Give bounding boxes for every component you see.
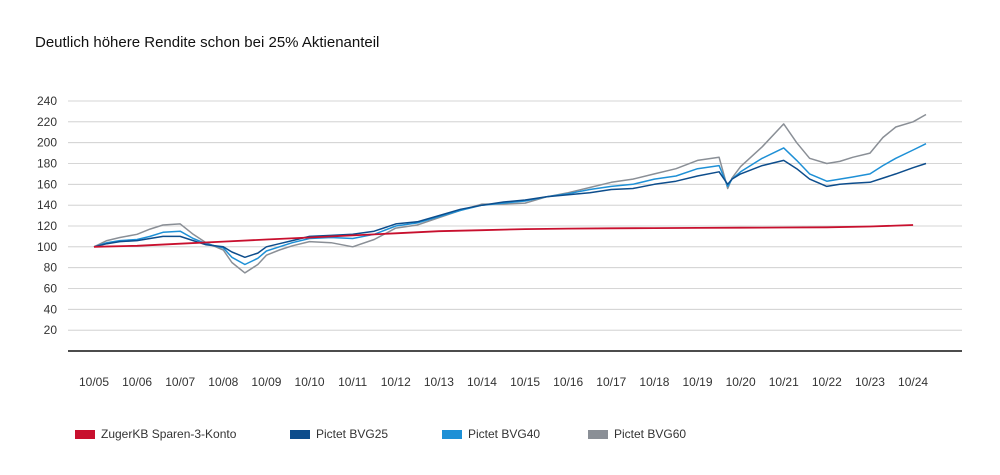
x-tick-label: 10/20 xyxy=(726,375,756,389)
x-tick-label: 10/17 xyxy=(596,375,626,389)
legend-item: Pictet BVG60 xyxy=(588,427,728,441)
y-tick-label: 20 xyxy=(44,323,58,337)
x-tick-label: 10/18 xyxy=(639,375,669,389)
x-tick-label: 10/14 xyxy=(467,375,497,389)
y-axis-ticks: 20 40 60 80 100 120 140 160 180 200 220 240 xyxy=(37,94,57,337)
legend-swatch xyxy=(290,429,310,439)
legend-swatch xyxy=(75,429,95,439)
x-tick-label: 10/09 xyxy=(251,375,281,389)
series-line xyxy=(93,159,927,259)
x-tick-label: 10/22 xyxy=(812,375,842,389)
series-line xyxy=(93,113,927,274)
x-tick-label: 10/19 xyxy=(683,375,713,389)
legend-label: Pictet BVG40 xyxy=(468,427,541,441)
legend-label: Pictet BVG25 xyxy=(316,427,389,441)
y-tick-label: 160 xyxy=(37,177,57,191)
legend-item: ZugerKB Sparen-3-Konto xyxy=(75,427,290,441)
x-tick-label: 10/11 xyxy=(338,375,367,389)
y-tick-label: 240 xyxy=(37,94,57,108)
y-tick-label: 120 xyxy=(37,219,57,233)
x-tick-label: 10/21 xyxy=(769,375,799,389)
x-axis-ticks: 10/05 10/06 10/07 10/08 10/09 10/10 10/11 10/12… xyxy=(79,375,928,389)
y-tick-label: 200 xyxy=(37,136,57,150)
x-tick-label: 10/12 xyxy=(381,375,411,389)
y-tick-label: 180 xyxy=(37,157,57,171)
chart-title: Deutlich höhere Rendite schon bei 25% Ak… xyxy=(35,34,380,51)
x-tick-label: 10/05 xyxy=(79,375,109,389)
y-tick-label: 40 xyxy=(44,302,58,316)
x-tick-label: 10/23 xyxy=(855,375,885,389)
legend-label: ZugerKB Sparen-3-Konto xyxy=(101,427,237,441)
legend: ZugerKB Sparen-3-Konto Pictet BVG25 Pictet… xyxy=(75,427,728,441)
x-tick-label: 10/07 xyxy=(165,375,195,389)
y-tick-label: 60 xyxy=(44,282,58,296)
grid-layer xyxy=(68,100,962,331)
x-tick-label: 10/10 xyxy=(295,375,325,389)
series-line xyxy=(93,224,914,248)
x-tick-label: 10/24 xyxy=(898,375,928,389)
y-tick-label: 80 xyxy=(44,261,58,275)
y-tick-label: 100 xyxy=(37,240,57,254)
legend-swatch xyxy=(442,429,462,439)
x-tick-label: 10/15 xyxy=(510,375,540,389)
legend-item: Pictet BVG25 xyxy=(290,427,442,441)
x-tick-label: 10/16 xyxy=(553,375,583,389)
x-tick-label: 10/08 xyxy=(208,375,238,389)
series-layer xyxy=(93,113,927,274)
x-tick-label: 10/06 xyxy=(122,375,152,389)
y-tick-label: 140 xyxy=(37,198,57,212)
y-tick-label: 220 xyxy=(37,115,57,129)
legend-swatch xyxy=(588,429,608,439)
legend-label: Pictet BVG60 xyxy=(614,427,687,441)
legend-item: Pictet BVG40 xyxy=(442,427,588,441)
x-tick-label: 10/13 xyxy=(424,375,454,389)
